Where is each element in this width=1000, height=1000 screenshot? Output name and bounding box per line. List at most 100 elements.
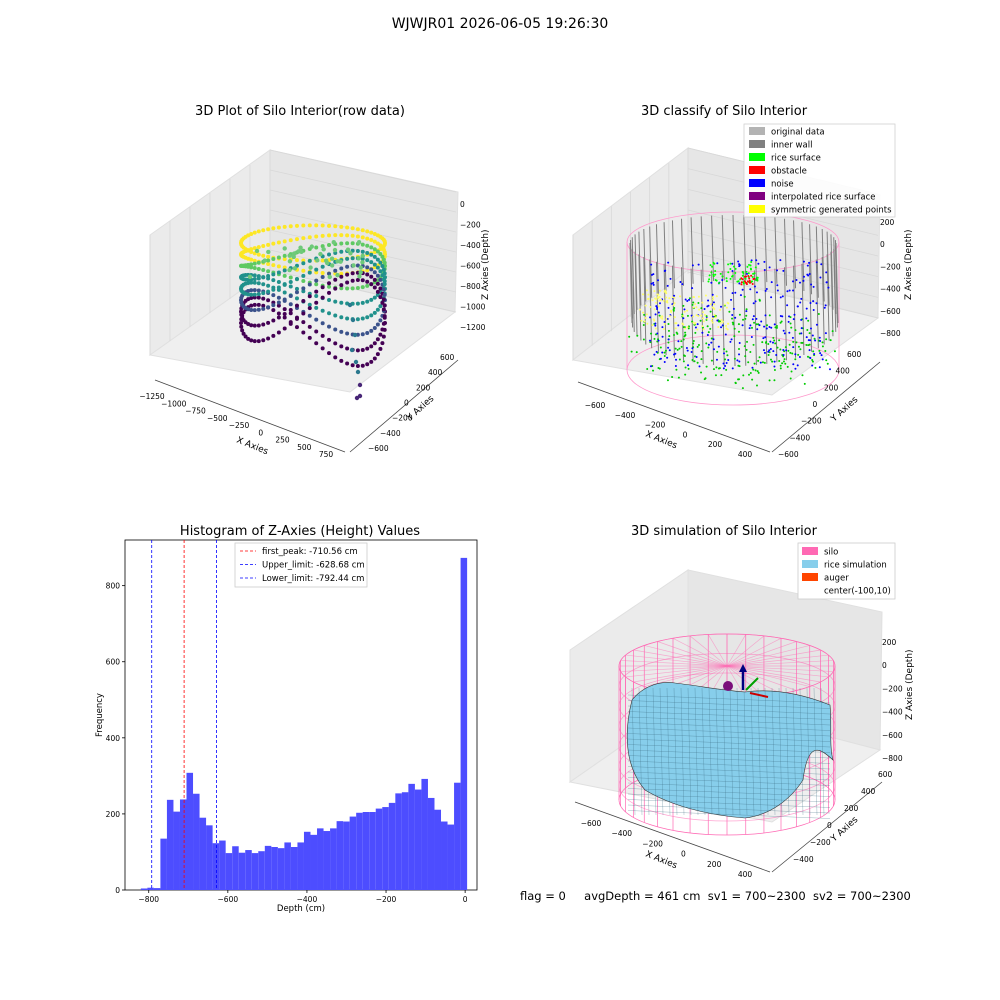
histogram-bar <box>369 812 376 890</box>
p3-legend: first_peak: -710.56 cm Upper_limit: -628.… <box>234 542 368 588</box>
status-sv2: sv2 = 700~2300 <box>812 889 911 903</box>
p4-ztick: −800 <box>882 754 903 763</box>
histogram-bar <box>317 828 324 890</box>
panel-classify-3d: −600 −400 −200 0 200 400 −600 −400 −200 0 200 400 6… <box>571 123 914 459</box>
histogram-bar <box>401 792 409 890</box>
histogram-bar <box>434 809 442 890</box>
p2-legend-swatch <box>749 192 765 200</box>
histogram-bar <box>284 842 291 890</box>
figure-title: WJWJR01 2026-06-05 19:26:30 <box>391 16 609 32</box>
histogram-bar <box>375 808 383 890</box>
p2-ztick: −800 <box>880 329 901 338</box>
histogram-bar <box>179 799 187 890</box>
histogram-bar <box>245 850 252 890</box>
p2-ztick: 0 <box>880 240 885 249</box>
p4-legend-label: silo <box>824 548 838 558</box>
p4-zlabel: Z Axies (Depth) <box>905 649 915 720</box>
p1-ylabel: Y Axies <box>405 394 437 424</box>
p4-xlabel: X Axies <box>644 850 679 872</box>
p3-xtick: −400 <box>297 895 318 904</box>
p3-legend-label: first_peak: -710.56 cm <box>262 547 358 557</box>
p1-xtick: −750 <box>185 407 206 416</box>
p4-legend-label: center(-100,10) <box>824 587 891 597</box>
histogram-bar <box>166 799 174 890</box>
p3-legend-label: Lower_limit: -792.44 cm <box>262 574 364 584</box>
histogram-bar <box>414 789 422 890</box>
p4-legend-swatch <box>802 573 818 581</box>
center-marker <box>723 681 733 691</box>
p2-ytick: 600 <box>847 350 862 359</box>
histogram-bar <box>258 851 265 890</box>
p1-ytick: 0 <box>404 399 409 408</box>
p3-xtick: −800 <box>138 895 159 904</box>
p2-legend-label: rice surface <box>771 154 821 164</box>
p2-legend-label: original data <box>771 128 825 138</box>
histogram-bar <box>460 557 468 890</box>
histogram-bar <box>186 772 194 890</box>
p2-ylabel: Y Axies <box>829 395 861 425</box>
histogram-bar <box>388 802 396 890</box>
histogram-bar <box>271 847 278 890</box>
histogram-bar <box>290 847 298 890</box>
p1-ztick: −200 <box>460 221 481 230</box>
p4-ztick: 200 <box>882 638 897 647</box>
histogram-bar <box>277 848 285 890</box>
histogram-bar <box>193 793 200 890</box>
p2-legend-swatch <box>749 153 765 161</box>
histogram-bar <box>238 852 246 890</box>
p4-ylabel: Y Axies <box>829 815 861 845</box>
p3-xtick: −200 <box>376 895 397 904</box>
p1-xlabel: X Axies <box>235 436 270 458</box>
histogram-bar <box>356 812 363 890</box>
p4-ytick: 200 <box>844 804 859 813</box>
status-sv1: sv1 = 700~2300 <box>707 889 806 903</box>
p2-ytick: 400 <box>836 367 851 376</box>
histogram-bar <box>225 853 233 890</box>
p1-ztick: −600 <box>460 262 481 271</box>
p2-legend-label: obstacle <box>771 167 807 177</box>
p4-xtick: −200 <box>642 839 663 848</box>
p1-ytick: −400 <box>380 429 401 438</box>
p1-ztick: 0 <box>460 200 465 209</box>
p2-legend-swatch <box>749 140 765 148</box>
histogram-bar <box>362 812 370 890</box>
p2-xtick: −600 <box>585 401 606 410</box>
p3-ytick: 600 <box>106 658 121 667</box>
p3-legend-label: Upper_limit: -628.68 cm <box>262 561 365 571</box>
p1-ytick: −600 <box>368 444 389 453</box>
p2-xtick: 0 <box>683 430 688 439</box>
p3-xtick: 0 <box>463 895 468 904</box>
histogram-bar <box>297 842 304 890</box>
histogram-bar <box>264 845 272 890</box>
histogram-bar <box>382 807 389 890</box>
p2-ztick: 200 <box>880 218 895 227</box>
p4-ytick: −200 <box>810 838 831 847</box>
p4-xtick: −600 <box>581 819 602 828</box>
p2-ytick: −600 <box>778 450 799 459</box>
p2-ztick: −600 <box>880 307 901 316</box>
p4-legend: silo rice simulation auger center(-100,10) <box>797 542 896 600</box>
p2-legend: original data inner wall rice surface obsta… <box>743 123 896 218</box>
histogram-bar <box>441 821 448 890</box>
status-flag: flag = 0 <box>520 889 566 903</box>
panel3-title: Histogram of Z-Axies (Height) Values <box>179 524 421 539</box>
p4-ztick: −400 <box>882 708 903 717</box>
p4-ytick: −400 <box>793 855 814 864</box>
histogram-bar <box>147 887 154 890</box>
p4-xtick: −400 <box>611 829 632 838</box>
histogram-bar <box>173 811 180 890</box>
p4-ytick: 400 <box>861 787 876 796</box>
p1-xtick: 500 <box>297 443 312 452</box>
p2-ytick: −400 <box>790 433 811 442</box>
p1-zlabel: Z Axies (Depth) <box>481 229 491 300</box>
p2-legend-swatch <box>749 179 765 187</box>
p2-legend-swatch <box>749 205 765 213</box>
p2-xtick: −200 <box>645 421 666 430</box>
panel4-title: 3D simulation of Silo Interior <box>631 524 817 539</box>
p2-xtick: 400 <box>738 450 753 459</box>
histogram-bar <box>160 838 167 890</box>
p3-ytick: 0 <box>115 886 120 895</box>
p2-ytick: 200 <box>824 383 839 392</box>
